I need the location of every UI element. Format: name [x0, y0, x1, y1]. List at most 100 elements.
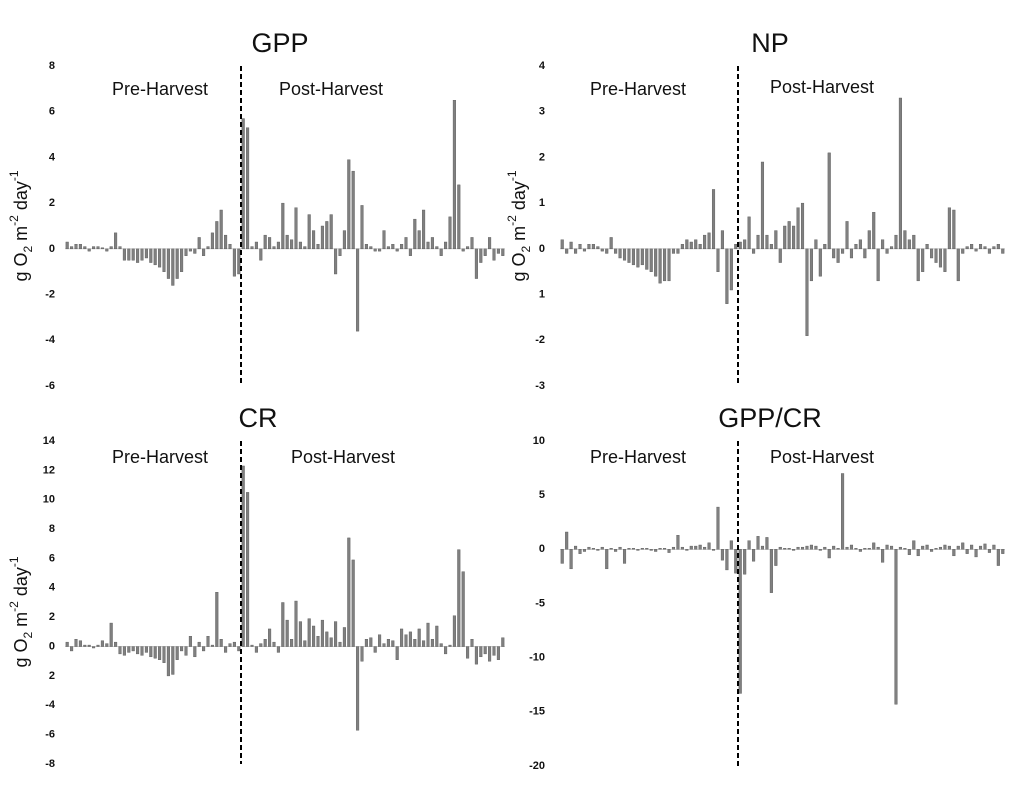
- bar: [158, 646, 162, 660]
- bar: [162, 646, 166, 663]
- bar: [676, 248, 680, 254]
- bar: [600, 546, 604, 550]
- bar: [787, 221, 791, 250]
- bar: [395, 646, 399, 660]
- bar: [694, 545, 698, 550]
- bar: [827, 549, 831, 559]
- bar: [241, 465, 245, 647]
- bar: [122, 646, 126, 656]
- bar: [872, 542, 876, 550]
- bar: [676, 535, 680, 550]
- bar: [118, 646, 122, 655]
- bar: [872, 212, 876, 250]
- bar: [907, 549, 911, 555]
- bar: [118, 246, 122, 250]
- bar: [970, 544, 974, 550]
- bar: [105, 643, 109, 647]
- bar: [320, 619, 324, 647]
- y-tick-label: -4: [45, 699, 56, 711]
- bar: [565, 248, 569, 254]
- y-tick-label: 0: [539, 543, 545, 555]
- bar: [596, 549, 600, 551]
- bar: [747, 540, 751, 550]
- bar: [312, 625, 316, 647]
- bar: [153, 646, 157, 659]
- bar: [140, 248, 144, 261]
- bar: [805, 248, 809, 336]
- bar: [903, 230, 907, 250]
- bar: [188, 248, 192, 252]
- y-axis-label-part: -2: [7, 215, 21, 226]
- bar: [649, 248, 653, 272]
- bar: [162, 248, 166, 272]
- bar: [747, 216, 751, 250]
- bar: [729, 540, 733, 550]
- bar: [430, 237, 434, 250]
- bar: [796, 546, 800, 550]
- bar: [996, 549, 1000, 566]
- bar: [206, 636, 210, 647]
- bar: [144, 646, 148, 653]
- bar: [925, 244, 929, 250]
- bar: [663, 548, 667, 550]
- bar: [720, 230, 724, 250]
- y-tick-label: 2: [49, 197, 55, 209]
- bar: [439, 643, 443, 647]
- bar: [285, 619, 289, 647]
- bar: [83, 644, 87, 647]
- bar: [483, 248, 487, 256]
- bar: [461, 248, 465, 252]
- y-axis-label-part: day: [11, 567, 31, 601]
- bar: [823, 546, 827, 550]
- bar: [65, 241, 69, 250]
- bar: [631, 548, 635, 550]
- bar: [894, 234, 898, 250]
- bar: [743, 549, 747, 575]
- bar: [809, 248, 813, 282]
- bar: [591, 548, 595, 550]
- y-axis-label-part: 2: [519, 246, 533, 253]
- annotation: Pre-Harvest: [590, 447, 686, 467]
- y-axis-label-part: day: [509, 181, 529, 215]
- bar: [501, 637, 505, 647]
- bar: [320, 225, 324, 250]
- bar: [188, 636, 192, 647]
- bar: [760, 161, 765, 250]
- bar: [978, 545, 983, 550]
- bar: [916, 248, 920, 282]
- bar: [663, 248, 667, 282]
- bar: [961, 542, 965, 550]
- bar: [386, 639, 390, 647]
- bar: [228, 643, 232, 647]
- bar: [360, 205, 364, 250]
- bar: [426, 241, 430, 250]
- bar: [881, 549, 885, 563]
- bar: [622, 248, 627, 261]
- bar: [268, 628, 272, 647]
- bar: [448, 644, 452, 647]
- bar: [316, 244, 320, 250]
- bar: [448, 216, 452, 250]
- bar: [202, 646, 206, 652]
- bar: [100, 640, 104, 647]
- y-axis-label-part: -2: [505, 215, 519, 226]
- bar: [956, 545, 960, 550]
- y-tick-label: -6: [45, 729, 55, 741]
- bar: [488, 237, 492, 250]
- bar: [587, 546, 591, 550]
- bar: [276, 646, 280, 653]
- bar: [206, 246, 210, 250]
- bar: [734, 244, 738, 250]
- bar: [272, 246, 276, 250]
- bar: [400, 628, 404, 647]
- bar: [426, 622, 430, 647]
- y-axis-label-part: day: [11, 181, 31, 215]
- bar: [916, 549, 920, 557]
- bar: [356, 646, 360, 731]
- chart-title: GPP/CR: [718, 403, 822, 433]
- bar: [858, 549, 862, 552]
- bar: [325, 221, 329, 250]
- bar: [912, 234, 916, 250]
- bar: [461, 571, 465, 647]
